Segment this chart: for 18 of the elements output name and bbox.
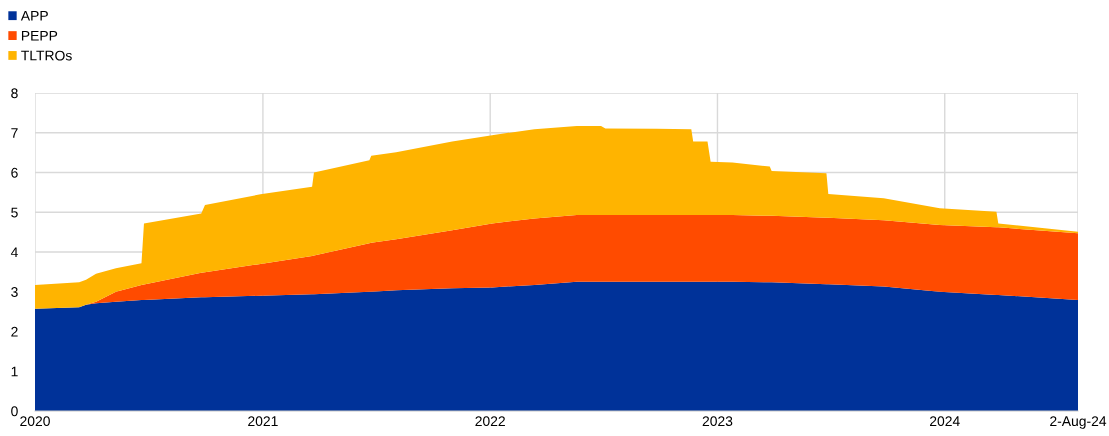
y-tick-label: 0 [11,406,18,417]
y-tick-label: 6 [11,167,18,178]
y-tick-label: 5 [11,207,18,218]
legend-label: PEPP [21,30,58,41]
y-tick-label: 3 [11,287,18,297]
x-tick-label: 2024 [930,416,960,427]
y-tick-label: 4 [10,247,18,258]
y-tick-label: 2 [11,326,18,337]
y-tick-label: 7 [11,128,18,138]
x-tick-label: 2020 [20,416,50,427]
y-tick-label: 8 [11,88,18,99]
x-tick-label: 2021 [248,416,278,427]
legend-label: TLTROs [21,50,72,61]
x-tick-label: 2023 [702,416,733,427]
y-tick-label: 1 [11,366,18,377]
x-tick-label: 2022 [475,416,505,427]
legend-label: APP [20,11,48,21]
x-tick-label: 2-Aug-24 [1050,416,1107,429]
